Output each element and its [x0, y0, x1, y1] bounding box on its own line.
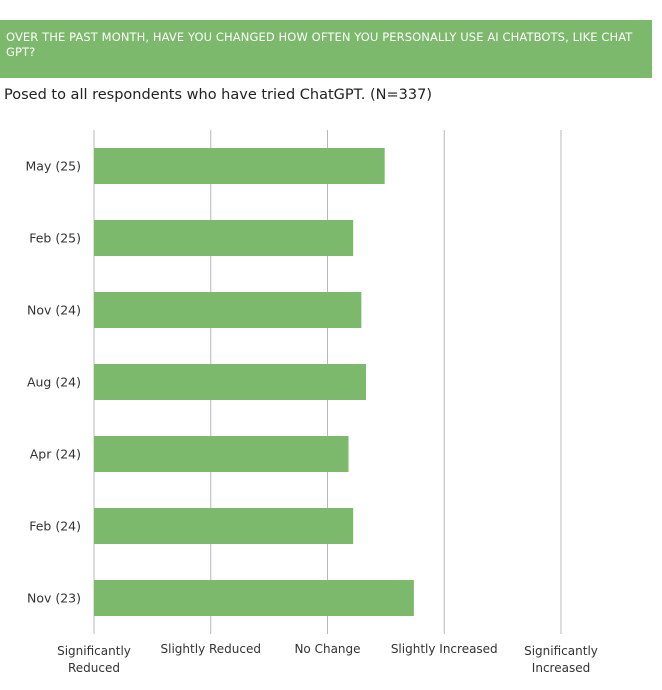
chart-title: OVER THE PAST MONTH, HAVE YOU CHANGED HO… [6, 30, 633, 59]
category-label: Nov (23) [27, 591, 81, 606]
bar-2 [94, 220, 354, 256]
bar-4 [94, 364, 367, 400]
category-label: Apr (24) [30, 447, 81, 462]
bar-7 [94, 580, 414, 616]
category-label: Aug (24) [27, 375, 81, 390]
chart-header: OVER THE PAST MONTH, HAVE YOU CHANGED HO… [0, 20, 652, 78]
category-label: Feb (25) [29, 231, 81, 246]
bar-3 [94, 292, 362, 328]
bar-1 [94, 148, 385, 184]
x-tick-label: Significantly Reduced [57, 644, 131, 675]
x-tick-label: Slightly Reduced [161, 642, 261, 656]
chart-subtitle: Posed to all respondents who have tried … [4, 87, 432, 103]
bar-6 [94, 508, 354, 544]
category-label: May (25) [26, 159, 81, 174]
x-tick-label: Significantly Increased [524, 644, 598, 675]
x-tick-label: Slightly Increased [391, 642, 498, 656]
category-label: Feb (24) [29, 519, 81, 534]
x-tick-label: No Change [294, 642, 360, 656]
category-label: Nov (24) [27, 303, 81, 318]
bar-5 [94, 436, 349, 472]
